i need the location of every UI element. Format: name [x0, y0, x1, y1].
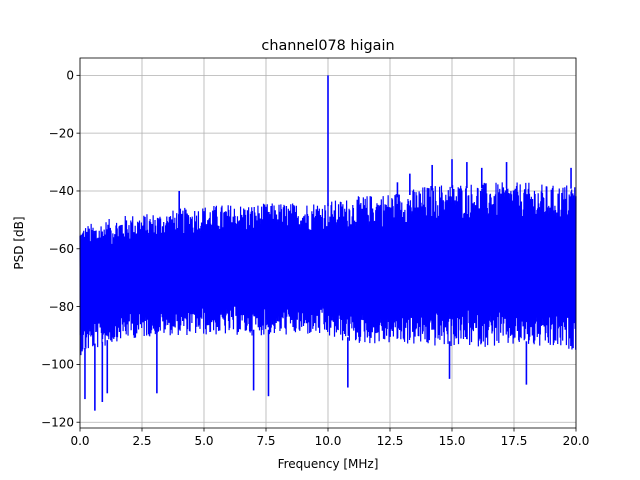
- x-tick-label: 7.5: [256, 434, 275, 448]
- y-tick-label: −120: [41, 415, 74, 429]
- y-tick-label: −100: [41, 358, 74, 372]
- psd-line: [79, 182, 577, 356]
- x-axis-label: Frequency [MHz]: [278, 457, 379, 471]
- psd-series: [79, 75, 577, 411]
- y-tick-label: −80: [49, 300, 74, 314]
- y-axis-label: PSD [dB]: [12, 216, 26, 269]
- y-tick-label: 0: [66, 69, 74, 83]
- y-tick-label: −60: [49, 242, 74, 256]
- x-tick-label: 17.5: [501, 434, 528, 448]
- chart-title: channel078 higain: [261, 38, 394, 54]
- x-tick-label: 20.0: [563, 434, 590, 448]
- x-tick-label: 2.5: [132, 434, 151, 448]
- x-tick-label: 10.0: [315, 434, 342, 448]
- x-tick-label: 5.0: [194, 434, 213, 448]
- x-tick-label: 15.0: [439, 434, 466, 448]
- axis-ticks: 0.0 2.5 5.0 7.5 10.0 12.5 15.0 17.5 20.0 0 −20 −40 −…: [41, 69, 589, 448]
- x-tick-label: 12.5: [377, 434, 404, 448]
- x-tick-label: 0.0: [70, 434, 89, 448]
- y-tick-label: −40: [49, 184, 74, 198]
- y-tick-label: −20: [49, 126, 74, 140]
